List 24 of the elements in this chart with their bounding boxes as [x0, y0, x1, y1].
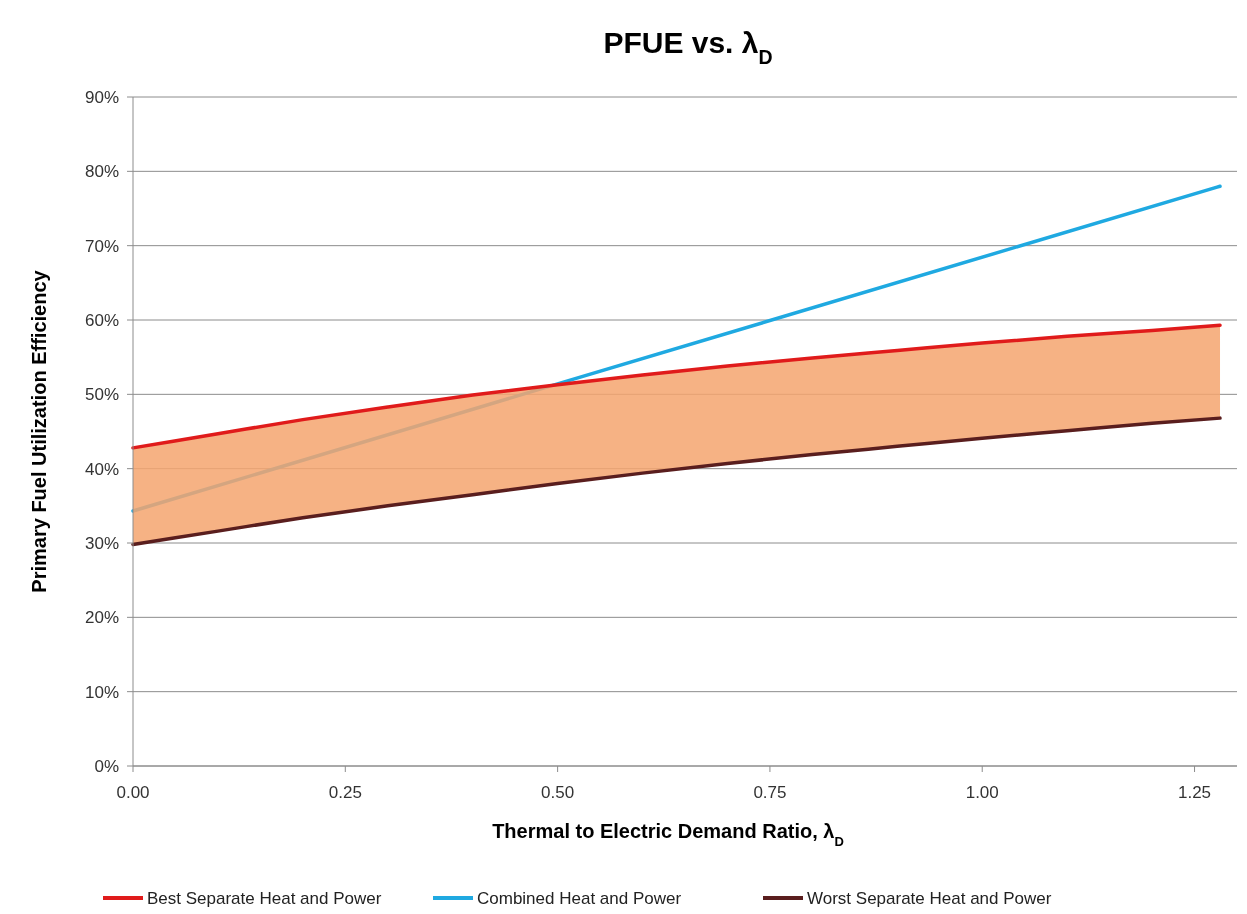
- x-tick-label: 1.00: [965, 783, 999, 802]
- x-axis-title: Thermal to Electric Demand Ratio, λ$_{D}$: [492, 820, 844, 849]
- y-tick-label: 0%: [94, 757, 119, 776]
- y-tick-label: 40%: [84, 459, 119, 479]
- y-tick-label: 50%: [84, 385, 119, 405]
- x-tick-label: 1.25: [1177, 783, 1212, 802]
- legend-label: Worst Separate Heat and Power: [807, 889, 1052, 908]
- line-series: [131, 323, 1222, 450]
- line-series: [131, 416, 1222, 547]
- chart-title: PFUE vs. λ$_{D}$: [603, 26, 773, 68]
- y-tick-label: 60%: [84, 311, 119, 330]
- x-tick-label: 0.75: [753, 783, 787, 802]
- y-axis-title: Primary Fuel Utilization Efficiency: [28, 269, 50, 593]
- y-tick-label: 80%: [84, 162, 119, 182]
- y-tick-label: 90%: [84, 88, 119, 107]
- x-tick-label: 0.50: [541, 783, 575, 802]
- y-tick-label: 20%: [84, 608, 119, 628]
- y-tick-label: 30%: [84, 534, 119, 553]
- x-tick-label: 0.25: [328, 783, 362, 802]
- legend-label: Best Separate Heat and Power: [147, 889, 382, 908]
- legend-label: Combined Heat and Power: [477, 889, 682, 908]
- y-tick-label: 70%: [84, 236, 119, 256]
- y-tick-label: 10%: [84, 682, 119, 702]
- x-tick-label: 0.00: [116, 783, 150, 802]
